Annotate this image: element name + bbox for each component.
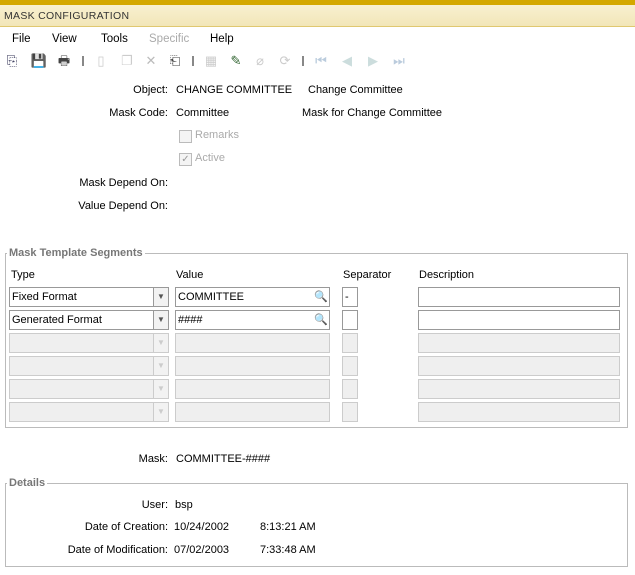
user-label: User: <box>141 499 168 511</box>
menu-file[interactable]: File <box>12 33 31 45</box>
value-depend-label: Value Depend On: <box>78 200 168 212</box>
toolbar-separator <box>192 56 194 66</box>
column-type: Type <box>11 269 35 281</box>
next-record-icon: ▶ <box>368 53 378 68</box>
object-description: Change Committee <box>308 84 403 96</box>
chevron-down-icon[interactable]: ▼ <box>153 310 169 330</box>
print-icon[interactable]: 🖶 <box>57 53 71 68</box>
separator-field[interactable]: - <box>342 287 358 307</box>
delete-icon: ✕ <box>145 53 157 68</box>
separator-field <box>342 356 358 376</box>
menu-view[interactable]: View <box>52 33 77 45</box>
creation-date: 10/24/2002 <box>174 521 230 533</box>
type-select[interactable]: Generated Format <box>9 310 154 330</box>
separator-field <box>342 333 358 353</box>
save-icon[interactable]: 💾 <box>30 53 48 68</box>
last-record-icon: ⏭ <box>393 53 405 68</box>
previous-record-icon: ◀ <box>342 53 352 68</box>
separator-field <box>342 402 358 422</box>
copy-icon: ❐ <box>121 53 133 68</box>
mask-depend-label: Mask Depend On: <box>79 177 168 189</box>
object-label: Object: <box>133 84 168 96</box>
value-field[interactable]: COMMITTEE <box>175 287 330 307</box>
attachment-icon: ⌀ <box>256 53 264 68</box>
mask-label: Mask: <box>138 453 168 465</box>
modification-date: 07/02/2003 <box>174 544 230 556</box>
search-icon[interactable]: 🔍 <box>314 314 328 326</box>
description-field <box>418 333 620 353</box>
menu-tools[interactable]: Tools <box>101 33 128 45</box>
chevron-down-icon[interactable]: ▼ <box>153 287 169 307</box>
toolbar-separator <box>82 56 84 66</box>
chevron-down-icon: ▼ <box>153 379 169 399</box>
chevron-down-icon: ▼ <box>153 333 169 353</box>
value-field <box>175 356 330 376</box>
window-title: MASK CONFIGURATION <box>0 5 635 27</box>
value-field <box>175 333 330 353</box>
description-field[interactable] <box>418 310 620 330</box>
details-group <box>5 483 628 567</box>
mask-code: Committee <box>176 107 230 119</box>
new-record-icon: ▯ <box>97 53 105 68</box>
separator-field <box>342 379 358 399</box>
separator-field[interactable] <box>342 310 358 330</box>
user-value: bsp <box>175 499 193 511</box>
mask-code-label: Mask Code: <box>109 107 168 119</box>
active-checkbox: ✓ <box>179 153 192 166</box>
edit-icon[interactable]: ✎ <box>230 53 242 68</box>
description-field <box>418 356 620 376</box>
type-select[interactable]: Fixed Format <box>9 287 154 307</box>
mask-description: Mask for Change Committee <box>302 107 442 119</box>
column-separator: Separator <box>343 269 392 281</box>
remarks-checkbox <box>179 130 192 143</box>
column-value: Value <box>176 269 204 281</box>
segments-title: Mask Template Segments <box>7 247 145 259</box>
remarks-label: Remarks <box>195 129 240 141</box>
value-field[interactable]: #### <box>175 310 330 330</box>
export-icon[interactable]: ⎗ <box>169 53 181 68</box>
top-accent-bar <box>0 0 635 5</box>
modification-time: 7:33:48 AM <box>260 544 316 556</box>
refresh-icon: ⟳ <box>279 53 291 68</box>
value-field <box>175 402 330 422</box>
menu-help[interactable]: Help <box>210 33 234 45</box>
object-code: CHANGE COMMITTEE <box>176 84 293 96</box>
query-icon: ▦ <box>204 53 218 68</box>
modification-label: Date of Modification: <box>67 544 168 556</box>
mask-value: COMMITTEE-#### <box>176 453 271 465</box>
chevron-down-icon: ▼ <box>153 402 169 422</box>
description-field <box>418 379 620 399</box>
type-select <box>9 379 154 399</box>
description-field[interactable] <box>418 287 620 307</box>
first-record-icon: ⏮ <box>315 53 327 68</box>
search-icon[interactable]: 🔍 <box>314 291 328 303</box>
menu-specific: Specific <box>149 33 190 45</box>
mask-template-segments-group <box>5 253 628 428</box>
description-field <box>418 402 620 422</box>
value-field <box>175 379 330 399</box>
column-description: Description <box>419 269 475 281</box>
type-select <box>9 333 154 353</box>
type-select <box>9 402 154 422</box>
creation-label: Date of Creation: <box>84 521 168 533</box>
creation-time: 8:13:21 AM <box>260 521 316 533</box>
rollback-icon[interactable]: ⎘ <box>6 53 18 68</box>
chevron-down-icon: ▼ <box>153 356 169 376</box>
active-label: Active <box>195 152 225 164</box>
type-select <box>9 356 154 376</box>
toolbar-separator <box>302 56 304 66</box>
details-title: Details <box>7 477 48 489</box>
